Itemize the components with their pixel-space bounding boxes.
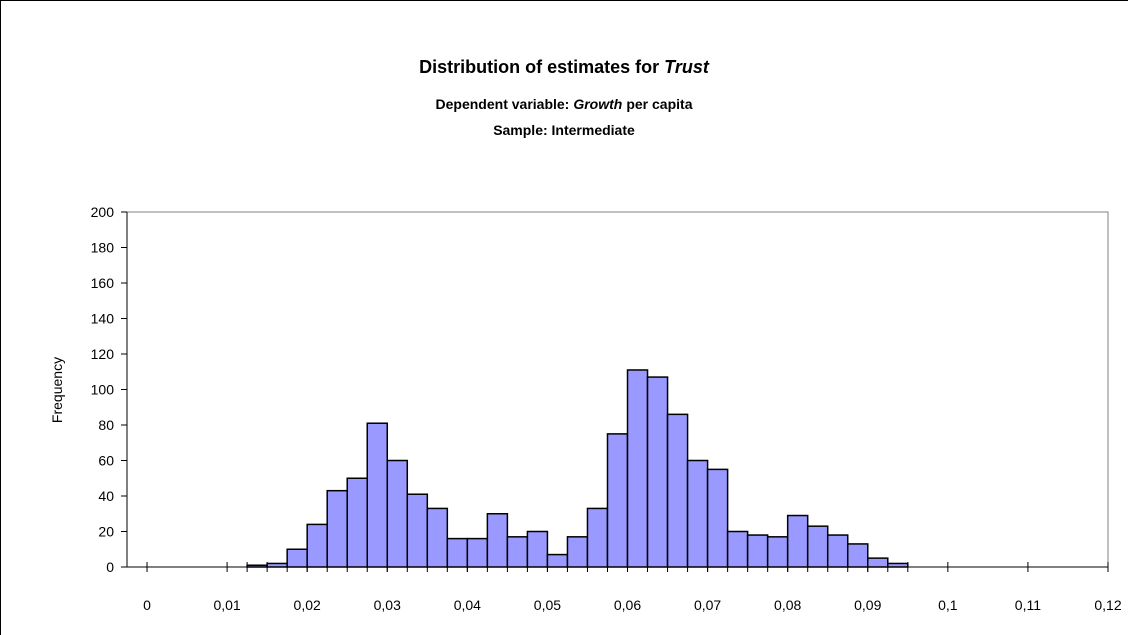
y-tick-label: 120 xyxy=(91,346,115,362)
x-tick-label: 0,05 xyxy=(534,597,561,613)
bar xyxy=(586,507,609,568)
title-emphasis: Trust xyxy=(664,57,710,77)
bar xyxy=(626,369,649,568)
y-tick-label: 20 xyxy=(98,524,114,540)
x-tick-label: 0,11 xyxy=(1015,597,1041,613)
bar xyxy=(426,507,449,568)
y-tick-label: 80 xyxy=(98,417,114,433)
bar xyxy=(867,557,889,568)
x-tick-label: 0,04 xyxy=(454,597,481,613)
bar xyxy=(706,468,729,568)
bar xyxy=(826,534,849,568)
x-tick-label: 0,12 xyxy=(1094,597,1121,613)
subtitle-text: Dependent variable: xyxy=(436,96,570,112)
title-text: Distribution of estimates for xyxy=(419,57,659,77)
x-tick-label: 0,09 xyxy=(854,597,881,613)
y-axis-label: Frequency xyxy=(49,357,65,423)
x-tick-label: 0 xyxy=(143,597,151,613)
x-tick-label: 0,08 xyxy=(774,597,801,613)
y-tick-label: 60 xyxy=(98,453,114,469)
y-tick-label: 0 xyxy=(106,559,114,575)
y-tick-label: 180 xyxy=(91,240,115,256)
bar xyxy=(526,530,549,568)
y-tick-label: 40 xyxy=(98,488,114,504)
y-tick-label: 200 xyxy=(91,204,115,220)
x-tick-label: 0,07 xyxy=(694,597,721,613)
y-tick-label: 160 xyxy=(91,275,115,291)
bar xyxy=(306,523,328,568)
bar xyxy=(266,562,288,568)
bar xyxy=(686,459,709,568)
bar xyxy=(446,537,469,568)
bar xyxy=(466,537,489,568)
subtitle-emphasis: Growth xyxy=(573,96,622,112)
bar xyxy=(606,433,629,568)
chart-title: Distribution of estimates for Trust xyxy=(419,57,710,77)
bar xyxy=(366,422,389,568)
subtitle-text: per capita xyxy=(626,96,692,112)
bar xyxy=(746,534,769,568)
bar xyxy=(546,553,569,568)
sample-label: Sample: Intermediate xyxy=(493,122,635,138)
bar xyxy=(846,543,869,568)
x-tick-label: 0,06 xyxy=(614,597,641,613)
y-tick-label: 100 xyxy=(91,382,115,398)
bar xyxy=(386,459,409,568)
x-tick-label: 0,02 xyxy=(294,597,321,613)
bar xyxy=(286,548,308,568)
bar xyxy=(806,525,829,568)
bar xyxy=(666,413,689,568)
x-tick-label: 0,01 xyxy=(213,597,240,613)
bar xyxy=(566,536,589,568)
bar xyxy=(346,477,368,568)
bar xyxy=(887,562,909,568)
bar xyxy=(486,513,509,568)
bar xyxy=(786,514,809,568)
bar xyxy=(506,536,529,568)
bar xyxy=(766,536,789,568)
bar xyxy=(326,489,348,568)
x-tick-label: 0,03 xyxy=(374,597,401,613)
bar xyxy=(646,376,669,568)
y-tick-label: 140 xyxy=(91,311,115,327)
bar xyxy=(726,530,749,568)
subtitle: Dependent variable: Growth per capita xyxy=(436,96,693,112)
x-tick-label: 0,1 xyxy=(938,597,958,613)
bar xyxy=(406,493,429,568)
